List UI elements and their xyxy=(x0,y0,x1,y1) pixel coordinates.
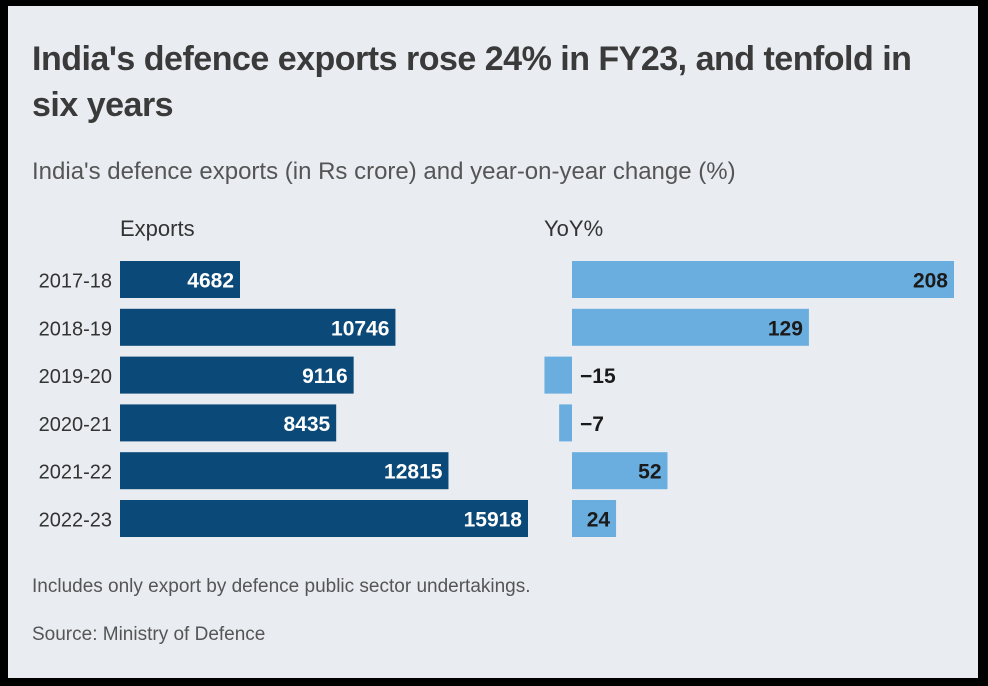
yoy-bar xyxy=(559,404,572,442)
yoy-column-label: YoY% xyxy=(544,216,604,241)
exports-bar xyxy=(120,356,354,394)
exports-value-label: 15918 xyxy=(464,509,523,532)
category-label: 2018-19 xyxy=(39,318,112,340)
exports-value-label: 8435 xyxy=(283,413,330,436)
chart-title: India's defence exports rose 24% in FY23… xyxy=(32,40,912,124)
category-label: 2017-18 xyxy=(39,271,112,293)
yoy-bar xyxy=(572,308,809,346)
exports-value-label: 4682 xyxy=(187,270,234,293)
exports-column-label: Exports xyxy=(120,216,195,241)
bar-chart: 2017-18 4682 208 2018-19 10746 129 2019-20 9116… xyxy=(39,261,954,537)
exports-bar xyxy=(120,261,241,298)
yoy-value-label: 129 xyxy=(768,317,803,340)
category-label: 2019-20 xyxy=(39,366,112,388)
yoy-bar xyxy=(572,261,954,298)
exports-bar xyxy=(120,308,396,346)
footnote: Includes only export by defence public s… xyxy=(32,576,531,597)
exports-value-label: 12815 xyxy=(384,461,443,484)
exports-value-label: 9116 xyxy=(302,365,348,388)
chart-subtitle: India's defence exports (in Rs crore) an… xyxy=(32,158,736,185)
yoy-bar xyxy=(572,500,617,537)
yoy-value-label: −15 xyxy=(580,365,616,388)
yoy-bar xyxy=(572,452,668,490)
yoy-bar xyxy=(544,356,572,394)
chart-frame: India's defence exports rose 24% in FY23… xyxy=(8,6,978,678)
category-label: 2020-21 xyxy=(39,414,112,436)
yoy-value-label: 24 xyxy=(587,509,611,532)
source-note: Source: Ministry of Defence xyxy=(32,624,266,645)
exports-value-label: 10746 xyxy=(331,317,389,340)
exports-bar xyxy=(120,500,528,537)
yoy-value-label: 52 xyxy=(638,461,661,484)
category-label: 2021-22 xyxy=(39,462,112,484)
exports-bar xyxy=(120,452,449,490)
yoy-value-label: 208 xyxy=(913,270,948,293)
exports-bar xyxy=(120,404,337,442)
category-label: 2022-23 xyxy=(39,510,112,532)
yoy-value-label: −7 xyxy=(580,413,604,436)
